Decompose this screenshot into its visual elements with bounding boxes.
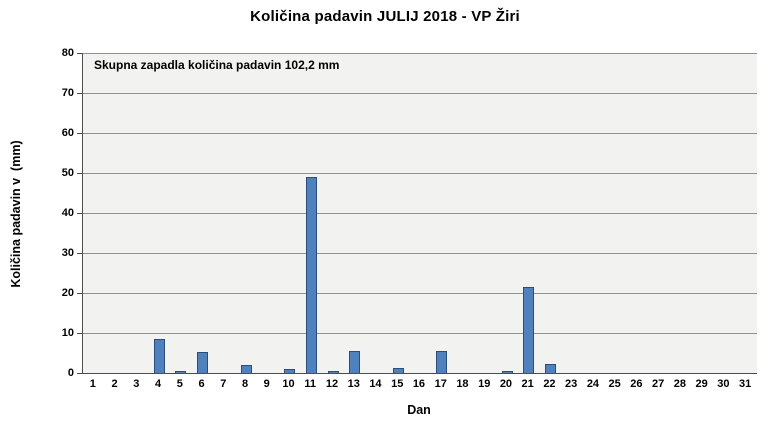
bar-day-13 xyxy=(349,351,361,373)
x-tick-label-23: 23 xyxy=(565,378,578,390)
chart-title: Količina padavin JULIJ 2018 - VP Žiri xyxy=(250,8,520,25)
x-tick-label-5: 5 xyxy=(176,378,183,390)
bar-day-12 xyxy=(327,371,339,373)
bar-day-6 xyxy=(197,352,209,373)
x-tick-label-28: 28 xyxy=(673,378,686,390)
y-tick-label-80: 80 xyxy=(61,47,74,59)
gridline-80 xyxy=(83,53,757,54)
y-tick-mark-70 xyxy=(77,93,82,94)
y-tick-label-30: 30 xyxy=(61,247,74,259)
y-tick-label-70: 70 xyxy=(61,87,74,99)
gridline-50 xyxy=(83,173,757,174)
x-tick-label-12: 12 xyxy=(325,378,339,390)
x-tick-label-20: 20 xyxy=(499,378,513,390)
y-tick-label-0: 0 xyxy=(67,367,74,379)
x-tick-label-30: 30 xyxy=(717,378,730,390)
x-tick-label-2: 2 xyxy=(111,378,118,390)
y-tick-label-40: 40 xyxy=(61,207,74,219)
gridline-60 xyxy=(83,133,757,134)
y-tick-mark-20 xyxy=(77,293,82,294)
bar-day-10 xyxy=(284,369,295,373)
gridline-70 xyxy=(83,93,757,94)
y-tick-mark-40 xyxy=(77,213,82,214)
bar-day-11 xyxy=(305,177,317,373)
y-tick-mark-80 xyxy=(77,53,82,54)
x-tick-label-3: 3 xyxy=(133,378,140,390)
total-annotation: Skupna zapadla količina padavin 102,2 mm xyxy=(94,58,340,72)
x-tick-label-11: 11 xyxy=(304,378,317,390)
bar-day-22 xyxy=(545,364,556,373)
x-tick-label-26: 26 xyxy=(630,378,643,390)
x-tick-label-9: 9 xyxy=(263,378,270,390)
y-tick-label-20: 20 xyxy=(61,287,74,299)
bar-day-8 xyxy=(240,365,252,373)
x-tick-label-13: 13 xyxy=(347,378,360,390)
x-tick-label-17: 17 xyxy=(434,378,447,390)
x-tick-label-31: 31 xyxy=(739,378,752,390)
x-tick-label-29: 29 xyxy=(695,378,708,390)
bar-day-15 xyxy=(392,368,404,373)
bar-day-20 xyxy=(501,371,513,373)
gridline-30 xyxy=(83,253,757,254)
x-tick-label-6: 6 xyxy=(198,378,205,390)
y-tick-mark-10 xyxy=(77,333,82,334)
x-tick-label-24: 24 xyxy=(586,378,600,390)
x-tick-label-15: 15 xyxy=(391,378,404,390)
bar-day-4 xyxy=(153,339,165,373)
x-tick-label-7: 7 xyxy=(220,378,227,390)
x-tick-label-16: 16 xyxy=(412,378,426,390)
y-tick-label-50: 50 xyxy=(61,167,74,179)
x-tick-label-25: 25 xyxy=(608,378,621,390)
bar-day-17 xyxy=(436,351,448,373)
y-tick-mark-60 xyxy=(77,133,82,134)
x-tick-label-19: 19 xyxy=(478,378,491,390)
x-tick-label-18: 18 xyxy=(456,378,469,390)
x-tick-label-27: 27 xyxy=(652,378,665,390)
y-tick-label-10: 10 xyxy=(61,327,74,339)
y-tick-mark-0 xyxy=(77,373,82,374)
x-tick-label-22: 22 xyxy=(543,378,556,390)
x-tick-label-4: 4 xyxy=(154,378,162,390)
bar-day-5 xyxy=(175,371,187,373)
x-tick-label-1: 1 xyxy=(89,378,96,390)
x-axis-title: Dan xyxy=(407,403,431,417)
x-tick-label-8: 8 xyxy=(241,378,249,390)
bar-day-21 xyxy=(523,287,535,373)
y-tick-label-60: 60 xyxy=(61,127,74,139)
gridline-40 xyxy=(83,213,757,214)
x-tick-label-14: 14 xyxy=(369,378,382,390)
y-tick-mark-30 xyxy=(77,253,82,254)
y-tick-mark-50 xyxy=(77,173,82,174)
gridline-20 xyxy=(83,293,757,294)
plot-area: Skupna zapadla količina padavin 102,2 mm xyxy=(82,53,757,374)
y-axis-title: Količina padavin v (mm) xyxy=(9,140,23,288)
x-tick-label-21: 21 xyxy=(521,378,534,390)
x-tick-label-10: 10 xyxy=(282,378,295,390)
gridline-10 xyxy=(83,333,757,334)
